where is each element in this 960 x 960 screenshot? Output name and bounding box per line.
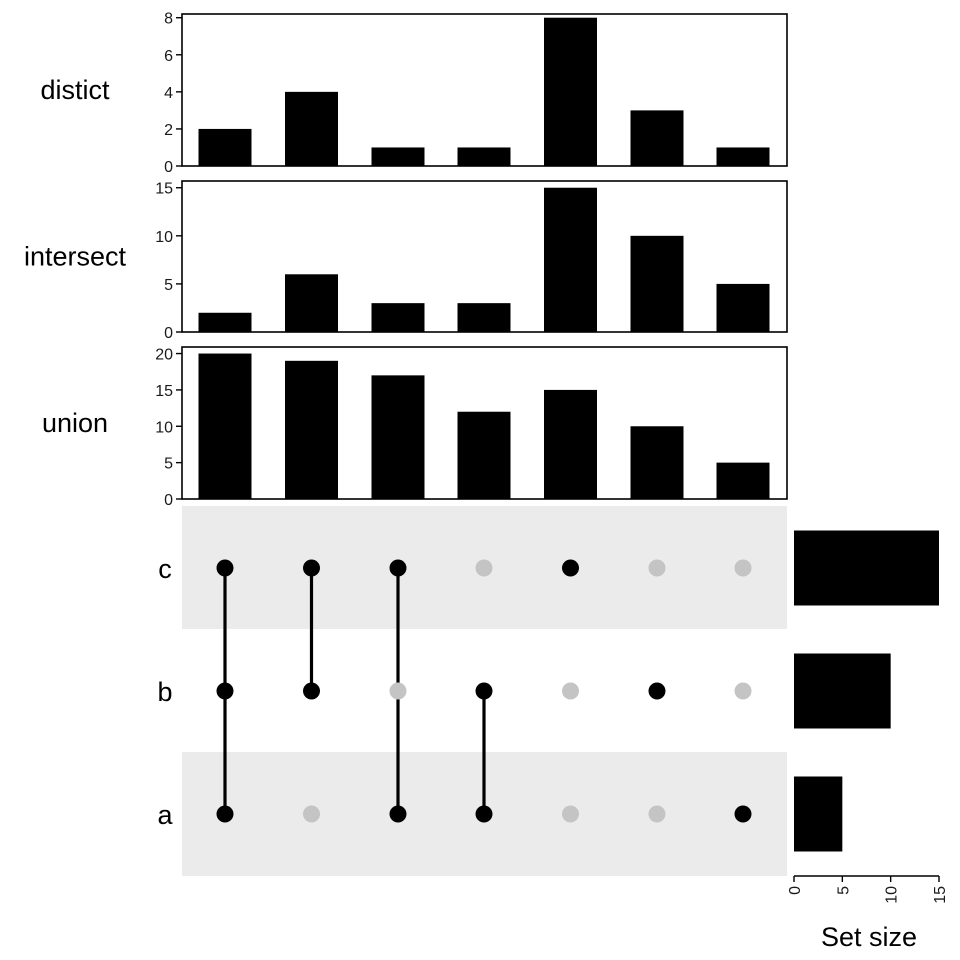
active-dot: [475, 682, 493, 700]
panel-1: 0 5 10 15 intersect: [24, 180, 788, 342]
bar: [716, 283, 770, 332]
bar: [716, 147, 770, 166]
y-tick-label: 5: [164, 277, 173, 294]
bar: [371, 375, 425, 499]
bar: [630, 235, 684, 332]
bar: [544, 187, 597, 332]
bar: [285, 274, 338, 332]
active-dot: [216, 805, 234, 823]
bar: [371, 147, 425, 166]
x-tick-label: 10: [884, 886, 901, 904]
panel-frame: [181, 346, 788, 500]
inactive-dot: [648, 805, 666, 823]
active-dot: [303, 559, 320, 577]
x-tick-label: 15: [932, 886, 949, 904]
panel-label: distict: [40, 75, 110, 105]
y-tick-label: 5: [164, 456, 173, 473]
active-dot: [389, 805, 407, 823]
panel-frame: [181, 13, 788, 167]
active-dot: [216, 559, 234, 577]
bar: [716, 462, 770, 499]
inactive-dot: [648, 559, 666, 577]
y-tick-label: 8: [164, 11, 173, 28]
panel-0: 0 2 4 6 8 distict: [40, 11, 788, 176]
inactive-dot: [303, 805, 320, 823]
intersection-matrix: c b a: [157, 554, 752, 830]
y-tick-label: 2: [164, 122, 173, 139]
bar: [198, 128, 252, 166]
panel-label: intersect: [24, 242, 127, 272]
panel-label: union: [42, 408, 108, 438]
set-label: c: [158, 554, 172, 584]
bar: [198, 353, 252, 499]
bar: [544, 389, 597, 499]
y-tick-label: 0: [164, 159, 173, 176]
bar: [285, 360, 338, 499]
set-size-bar: [794, 776, 843, 852]
bar: [371, 303, 425, 332]
bar-panels: 0 2 4 6 8 distict 0 5 10 15 intersect 0 5 10 15 20 union: [24, 11, 788, 509]
inactive-dot: [562, 682, 579, 700]
inactive-dot: [562, 805, 579, 823]
set-size-bar: [794, 530, 939, 606]
x-tick-label: 5: [835, 886, 852, 895]
bar: [457, 303, 511, 332]
panel-frame: [181, 180, 788, 333]
inactive-dot: [475, 559, 493, 577]
y-tick-label: 20: [155, 347, 173, 364]
set-size-bar: [794, 653, 891, 729]
y-tick-label: 4: [164, 85, 173, 102]
inactive-dot: [734, 682, 752, 700]
y-tick-label: 6: [164, 48, 173, 65]
x-tick-label: 0: [787, 886, 804, 895]
set-size-xlabel: Set size: [821, 922, 917, 952]
bar: [198, 312, 252, 332]
set-size-panel: 0 5 10 15 Set size: [787, 530, 949, 952]
set-label: a: [157, 800, 173, 830]
bar: [630, 110, 684, 166]
panel-2: 0 5 10 15 20 union: [42, 346, 788, 509]
bar: [630, 426, 684, 499]
bar: [457, 147, 511, 166]
bar: [285, 91, 338, 166]
bar: [544, 17, 597, 166]
y-tick-label: 10: [155, 229, 173, 246]
active-dot: [475, 805, 493, 823]
active-dot: [562, 559, 579, 577]
inactive-dot: [734, 559, 752, 577]
set-label: b: [157, 677, 172, 707]
active-dot: [648, 682, 666, 700]
active-dot: [734, 805, 752, 823]
y-tick-label: 15: [155, 181, 173, 198]
y-tick-label: 0: [164, 492, 173, 509]
active-dot: [303, 682, 320, 700]
y-tick-label: 0: [164, 325, 173, 342]
y-tick-label: 15: [155, 383, 173, 400]
active-dot: [216, 682, 234, 700]
active-dot: [389, 559, 407, 577]
y-tick-label: 10: [155, 419, 173, 436]
bar: [457, 411, 511, 499]
inactive-dot: [389, 682, 407, 700]
